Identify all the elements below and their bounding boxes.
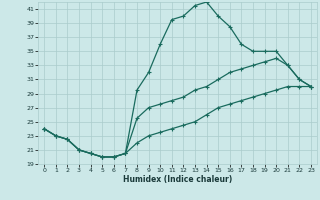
X-axis label: Humidex (Indice chaleur): Humidex (Indice chaleur) [123,175,232,184]
